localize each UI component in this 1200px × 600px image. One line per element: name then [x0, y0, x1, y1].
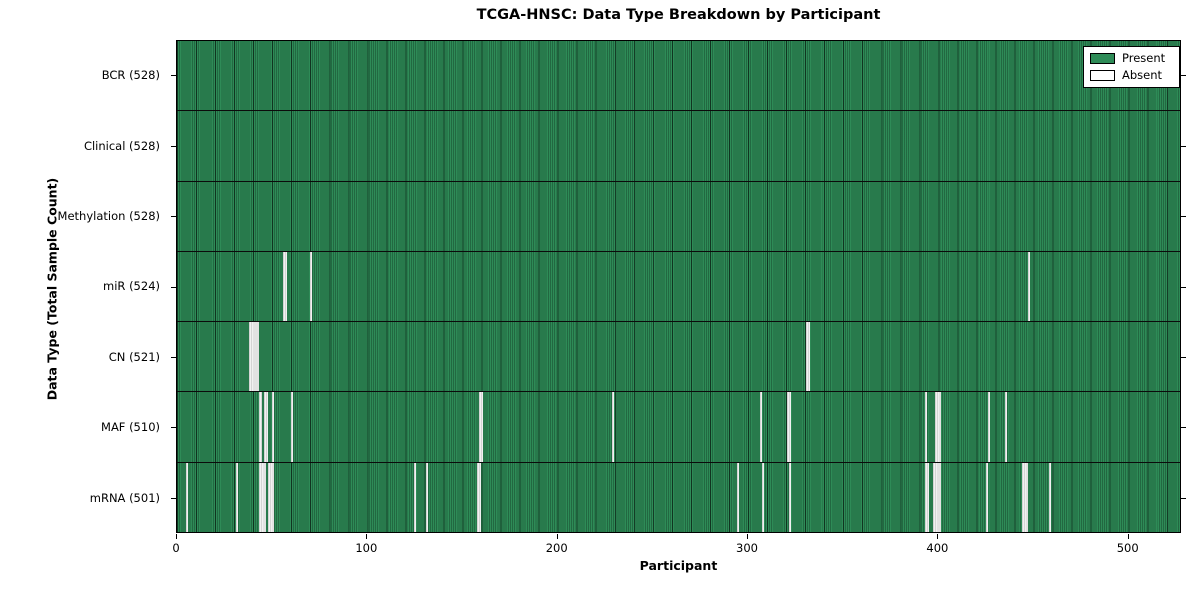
heatmap-row-CN — [177, 322, 1180, 393]
x-axis-title: Participant — [639, 558, 718, 573]
absent-stripe — [479, 392, 483, 462]
heatmap-row-MAF — [177, 392, 1180, 463]
legend-item-present: Present — [1090, 52, 1173, 65]
absent-stripe — [934, 392, 941, 462]
absent-stripe — [268, 462, 274, 532]
y-tick-label-CN: CN (521) — [108, 349, 160, 364]
absent-stripe — [737, 462, 740, 532]
absent-stripe — [933, 462, 941, 532]
x-tick-label: 300 — [736, 541, 758, 555]
absent-stripe — [786, 392, 791, 462]
y-tick-mark-right — [1181, 427, 1186, 429]
absent-stripe — [1005, 392, 1008, 462]
absent-stripe — [760, 392, 763, 462]
heatmap-row-mRNA — [177, 462, 1180, 532]
absent-stripe — [271, 392, 274, 462]
y-tick-label-mRNA: mRNA (501) — [89, 490, 160, 505]
legend: Present Absent — [1083, 46, 1180, 88]
absent-stripe — [988, 392, 991, 462]
absent-stripe — [805, 322, 810, 392]
y-tick-label-miR: miR (524) — [103, 279, 160, 294]
heatmap-row-BCR — [177, 41, 1180, 112]
absent-stripe — [235, 462, 238, 532]
x-tick-mark — [747, 534, 749, 539]
y-tick-mark-right — [1181, 216, 1186, 218]
absent-stripe — [762, 462, 764, 532]
y-tick-mark-right — [1181, 497, 1186, 499]
absent-stripe — [258, 392, 263, 462]
absent-stripe — [477, 462, 481, 532]
legend-item-absent: Absent — [1090, 69, 1173, 82]
x-tick-label: 100 — [355, 541, 378, 555]
absent-stripe — [186, 462, 189, 532]
legend-label-absent: Absent — [1122, 68, 1163, 82]
y-tick-mark-left — [171, 427, 176, 429]
y-tick-mark-right — [1181, 356, 1186, 358]
legend-label-present: Present — [1122, 51, 1166, 65]
y-tick-label-Methylation: Methylation (528) — [57, 209, 160, 224]
x-tick-mark — [556, 534, 558, 539]
y-tick-labels: BCR (528) Clinical (528) Methylation (528)… — [0, 40, 168, 533]
absent-stripe — [1028, 251, 1030, 322]
y-tick-mark-right — [1181, 145, 1186, 147]
x-tick-mark — [937, 534, 939, 539]
x-tick-label: 200 — [545, 541, 568, 555]
absent-stripe — [249, 322, 259, 392]
heatmap-row-miR — [177, 251, 1180, 323]
y-tick-label-Clinical: Clinical (528) — [83, 138, 160, 153]
y-tick-label-BCR: BCR (528) — [101, 68, 160, 83]
x-tick-label: 400 — [926, 541, 949, 555]
chart-title: TCGA-HNSC: Data Type Breakdown by Partic… — [476, 7, 881, 23]
y-tick-mark-right — [1181, 75, 1186, 77]
absent-stripe — [283, 251, 288, 322]
x-tick-label: 500 — [1116, 541, 1139, 555]
x-tick-mark — [1127, 534, 1129, 539]
y-tick-mark-left — [171, 286, 176, 288]
absent-stripe — [986, 462, 989, 532]
x-axis-ticks: 0 100 200 300 400 500 — [172, 534, 1181, 560]
absent-stripe — [925, 462, 930, 532]
absent-stripe — [264, 392, 269, 462]
absent-stripe — [414, 462, 417, 532]
y-tick-mark-left — [171, 216, 176, 218]
absent-stripe — [788, 462, 791, 532]
legend-swatch-absent-icon — [1090, 70, 1115, 81]
x-tick-label: 0 — [172, 541, 180, 555]
absent-stripe — [1048, 462, 1051, 532]
heatmap-row-Clinical — [177, 111, 1180, 182]
absent-stripe — [925, 392, 928, 462]
absent-stripe — [309, 251, 312, 322]
absent-stripe — [258, 462, 267, 532]
absent-stripe — [1022, 462, 1029, 532]
plot-area — [176, 40, 1181, 533]
x-tick-mark — [176, 534, 177, 539]
x-tick-mark — [366, 534, 368, 539]
y-tick-label-MAF: MAF (510) — [101, 420, 160, 435]
y-tick-mark-left — [171, 356, 176, 358]
absent-stripe — [290, 392, 293, 462]
legend-swatch-present-icon — [1090, 53, 1115, 64]
y-tick-mark-left — [171, 75, 176, 77]
y-tick-mark-right — [1181, 286, 1186, 288]
absent-stripe — [425, 462, 428, 532]
absent-stripe — [612, 392, 614, 462]
y-tick-mark-left — [171, 497, 176, 499]
heatmap-row-Methylation — [177, 181, 1180, 252]
y-tick-mark-left — [171, 145, 176, 147]
